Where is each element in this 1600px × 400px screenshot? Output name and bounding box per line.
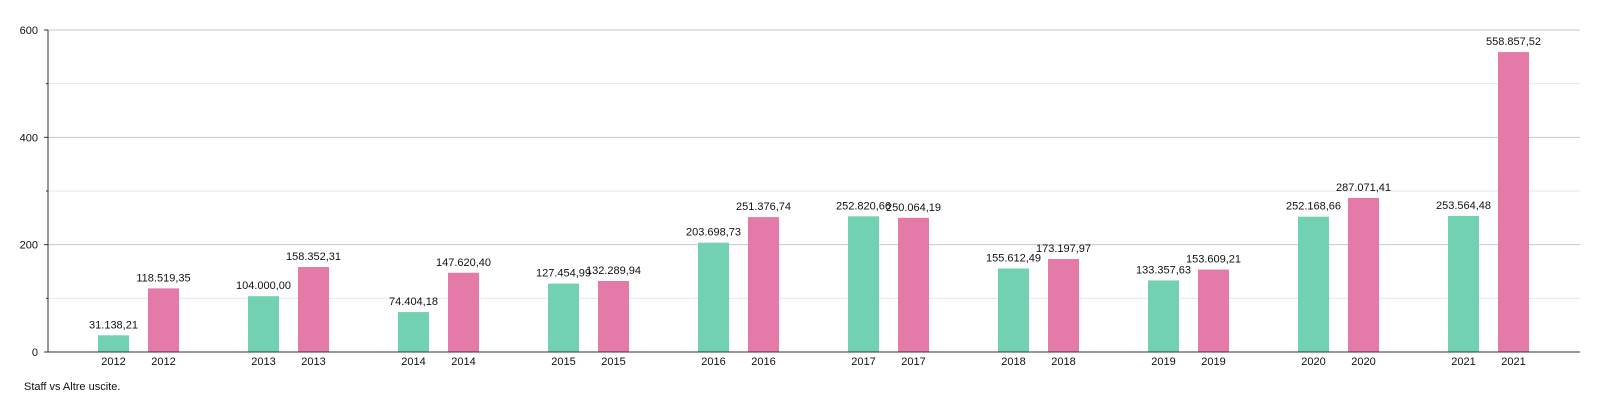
y-tick-label: 200: [20, 240, 38, 252]
data-label-altre-uscite-2019: 153.609,21: [1186, 254, 1241, 266]
bar-staff-2015: [548, 283, 579, 352]
bar-altre-uscite-2018: [1048, 259, 1079, 352]
y-tick-label: 0: [32, 347, 38, 359]
data-label-staff-2019: 133.357,63: [1136, 264, 1191, 276]
data-label-staff-2016: 203.698,73: [686, 227, 741, 239]
bar-staff-2017: [848, 216, 879, 352]
x-tick-label-staff-2014: 2014: [401, 356, 425, 368]
data-label-staff-2012: 31.138,21: [89, 319, 138, 331]
y-tick-label: 600: [20, 25, 38, 37]
bar-staff-2016: [698, 242, 729, 352]
x-tick-label-staff-2012: 2012: [101, 356, 125, 368]
bar-altre-uscite-2019: [1198, 269, 1229, 352]
x-tick-label-staff-2018: 2018: [1001, 356, 1025, 368]
x-tick-label-altre-uscite-2016: 2016: [751, 356, 775, 368]
data-label-staff-2020: 252.168,66: [1286, 201, 1341, 213]
bar-staff-2019: [1148, 280, 1179, 352]
x-tick-label-altre-uscite-2019: 2019: [1201, 356, 1225, 368]
bar-altre-uscite-2016: [748, 217, 779, 352]
data-label-altre-uscite-2018: 173.197,97: [1036, 243, 1091, 255]
data-label-staff-2013: 104.000,00: [236, 280, 291, 292]
bar-staff-2014: [398, 312, 429, 352]
bar-staff-2013: [248, 296, 279, 352]
data-label-altre-uscite-2020: 287.071,41: [1336, 182, 1391, 194]
data-label-staff-2017: 252.820,66: [836, 200, 891, 212]
x-tick-label-staff-2017: 2017: [851, 356, 875, 368]
bar-altre-uscite-2021: [1498, 52, 1529, 352]
axis-layer: 0 200 400 600: [20, 25, 1580, 359]
bar-staff-2012: [98, 335, 129, 352]
label-layer: 31.138,21 2012 118.519,35 2012 104.000,00 201…: [89, 36, 1541, 368]
x-tick-label-altre-uscite-2018: 2018: [1051, 356, 1075, 368]
x-tick-label-altre-uscite-2017: 2017: [901, 356, 925, 368]
x-tick-label-staff-2019: 2019: [1151, 356, 1175, 368]
y-tick-label: 400: [20, 132, 38, 144]
bar-altre-uscite-2017: [898, 217, 929, 352]
data-label-staff-2015: 127.454,99: [536, 268, 591, 280]
x-tick-label-altre-uscite-2020: 2020: [1351, 356, 1375, 368]
data-label-altre-uscite-2014: 147.620,40: [436, 257, 491, 269]
x-tick-label-altre-uscite-2014: 2014: [451, 356, 475, 368]
bar-altre-uscite-2015: [598, 281, 629, 352]
bar-altre-uscite-2014: [448, 272, 479, 352]
bar-altre-uscite-2012: [148, 288, 179, 352]
x-tick-label-altre-uscite-2012: 2012: [151, 356, 175, 368]
x-tick-label-staff-2021: 2021: [1451, 356, 1475, 368]
data-label-altre-uscite-2017: 250.064,19: [886, 202, 941, 214]
bar-staff-2018: [998, 268, 1029, 352]
data-label-staff-2021: 253.564,48: [1436, 200, 1491, 212]
data-label-altre-uscite-2012: 118.519,35: [136, 272, 190, 284]
bar-staff-2021: [1448, 215, 1479, 352]
x-tick-label-altre-uscite-2015: 2015: [601, 356, 625, 368]
x-tick-label-staff-2013: 2013: [251, 356, 275, 368]
x-tick-label-altre-uscite-2021: 2021: [1501, 356, 1525, 368]
bar-altre-uscite-2013: [298, 267, 329, 352]
x-tick-label-staff-2020: 2020: [1301, 356, 1325, 368]
data-label-staff-2014: 74.404,18: [389, 296, 438, 308]
chart-caption: Staff vs Altre uscite.: [24, 381, 121, 393]
data-label-altre-uscite-2016: 251.376,74: [736, 201, 791, 213]
data-label-altre-uscite-2013: 158.352,31: [286, 251, 341, 263]
data-label-altre-uscite-2015: 132.289,94: [586, 265, 641, 277]
bar-layer: [98, 52, 1529, 352]
bar-altre-uscite-2020: [1348, 197, 1379, 352]
bar-staff-2020: [1298, 216, 1329, 352]
x-tick-label-altre-uscite-2013: 2013: [301, 356, 325, 368]
data-label-staff-2018: 155.612,49: [986, 252, 1041, 264]
x-tick-label-staff-2015: 2015: [551, 356, 575, 368]
x-tick-label-staff-2016: 2016: [701, 356, 725, 368]
data-label-altre-uscite-2021: 558.857,52: [1486, 36, 1541, 48]
